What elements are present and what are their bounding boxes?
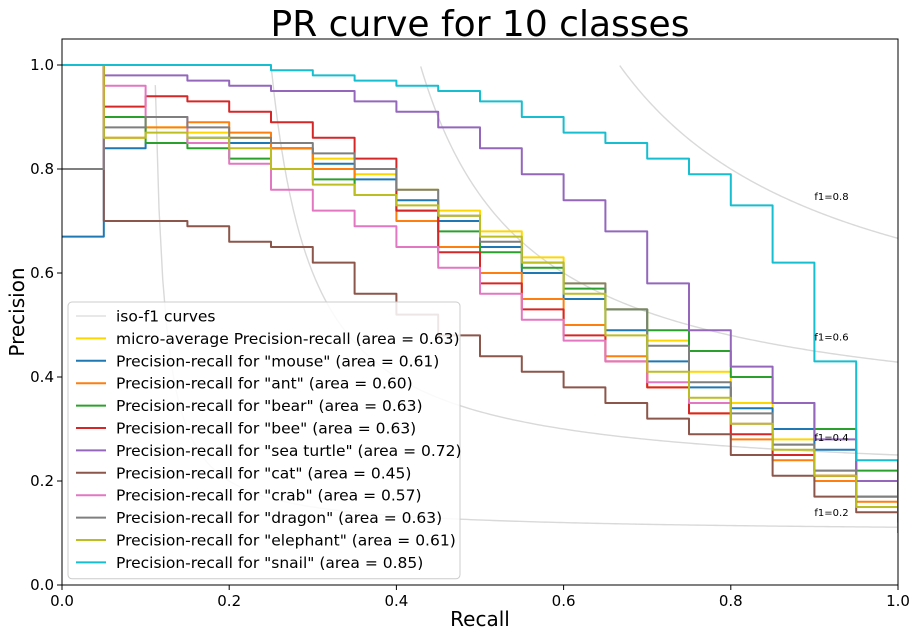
- iso-f1-labels: f1=0.2 f1=0.4 f1=0.6 f1=0.8: [814, 192, 848, 519]
- x-tick-label: 0.6: [552, 592, 576, 610]
- series-line: [62, 64, 898, 533]
- axis-ticks: 0.0 0.2 0.4 0.6 0.8 1.0 0.0 0.2 0.4 0.6 0.8 1.0: [30, 56, 910, 610]
- chart-title: PR curve for 10 classes: [271, 4, 690, 45]
- y-tick-label: 0.2: [30, 472, 54, 490]
- x-tick-label: 0.8: [719, 592, 743, 610]
- legend-label: Precision-recall for "bee" (area = 0.63): [116, 420, 416, 438]
- plot-frame: [61, 38, 899, 586]
- legend-label: Precision-recall for "sea turtle" (area …: [116, 442, 462, 460]
- legend-label: Precision-recall for "dragon" (area = 0.…: [116, 509, 442, 527]
- iso-f1-label: f1=0.2: [814, 508, 848, 519]
- legend-label: Precision-recall for "mouse" (area = 0.6…: [116, 352, 439, 370]
- legend: iso-f1 curves micro-average Precision-rec…: [67, 301, 462, 580]
- x-tick-label: 0.2: [217, 592, 241, 610]
- series-lines: [62, 64, 898, 533]
- legend-label: Precision-recall for "cat" (area = 0.45): [116, 464, 411, 482]
- legend-label: Precision-recall for "elephant" (area = …: [116, 532, 456, 550]
- y-tick-label: 1.0: [30, 56, 54, 74]
- iso-f1-label: f1=0.4: [814, 433, 848, 444]
- x-tick-label: 0.4: [384, 592, 408, 610]
- legend-label: Precision-recall for "bear" (area = 0.63…: [116, 397, 423, 415]
- legend-label: Precision-recall for "crab" (area = 0.57…: [116, 487, 422, 505]
- x-tick-label: 1.0: [886, 592, 910, 610]
- legend-label: Precision-recall for "snail" (area = 0.8…: [116, 554, 423, 572]
- legend-label: micro-average Precision-recall (area = 0…: [116, 330, 460, 348]
- y-tick-label: 0.0: [30, 576, 54, 594]
- series-line: [62, 64, 898, 533]
- iso-f1-curve: [619, 65, 898, 240]
- legend-frame: [67, 301, 461, 580]
- legend-label: Precision-recall for "ant" (area = 0.60): [116, 375, 413, 393]
- y-tick-label: 0.4: [30, 368, 54, 386]
- legend-label: iso-f1 curves: [116, 308, 216, 326]
- series-line: [62, 64, 898, 523]
- x-axis-label: Recall: [450, 607, 510, 631]
- series-line: [62, 64, 898, 533]
- x-tick-label: 0.0: [50, 592, 74, 610]
- y-axis-label: Precision: [5, 267, 29, 356]
- iso-f1-curve: [420, 66, 898, 363]
- y-tick-label: 0.6: [30, 264, 54, 282]
- y-tick-label: 0.8: [30, 160, 54, 178]
- iso-f1-label: f1=0.8: [814, 192, 848, 203]
- iso-f1-label: f1=0.6: [814, 333, 848, 344]
